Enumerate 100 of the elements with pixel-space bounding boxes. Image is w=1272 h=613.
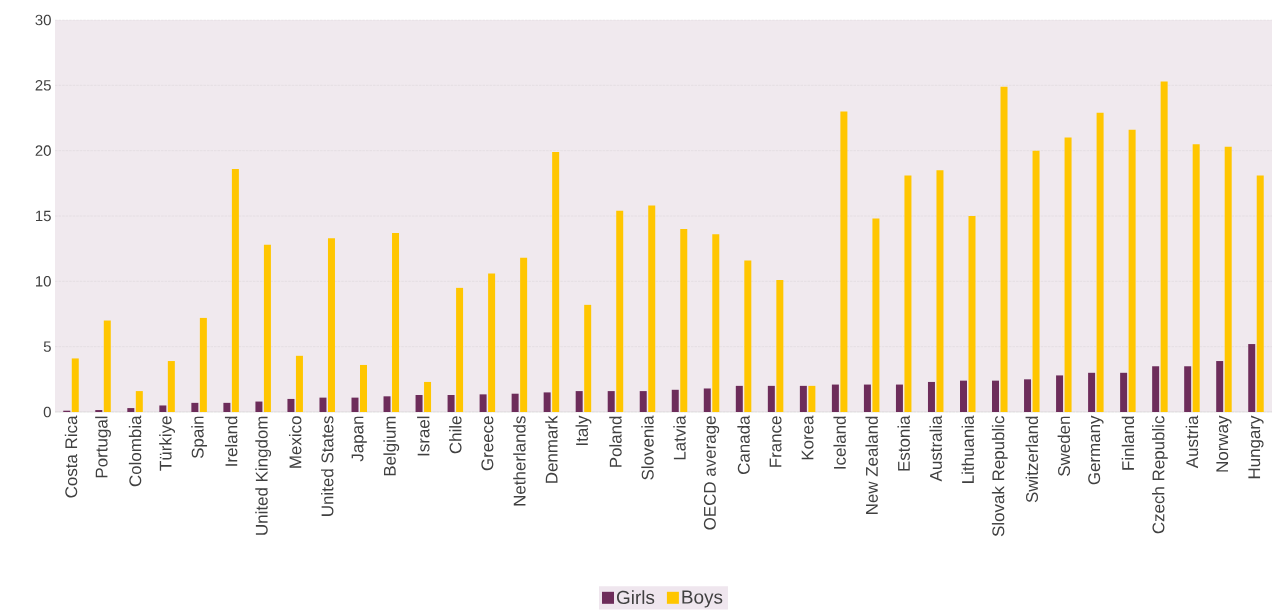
bar (863, 384, 871, 412)
x-tick-label: Latvia (673, 415, 686, 460)
x-tick-label: Netherlands (513, 416, 526, 506)
x-tick-label: France (769, 416, 782, 467)
x-tick-label: United Kingdom (255, 416, 272, 535)
x-tick-label: Norway (1216, 415, 1232, 472)
bar (1000, 86, 1008, 412)
bar (1128, 129, 1136, 412)
y-tick-label: 30 (35, 14, 51, 26)
bar (263, 244, 271, 412)
bar (575, 391, 583, 412)
bar (103, 320, 111, 412)
bar (392, 232, 400, 412)
x-tick-label: Australia (929, 415, 942, 482)
bar (872, 218, 880, 412)
bar (831, 384, 839, 412)
x-tick-label: OECD average (703, 416, 720, 530)
y-tick-label: 15 (36, 210, 51, 222)
bar (552, 151, 560, 412)
x-tick-label: Finland (1121, 416, 1135, 470)
bar (223, 402, 231, 412)
bar (383, 396, 391, 412)
x-tick-label: Ireland (224, 416, 238, 466)
bar (616, 210, 624, 412)
x-tick-label: Germany (1088, 415, 1104, 485)
x-tick-label: Mexico (288, 416, 302, 468)
x-tick-label: Czech Republic (1152, 416, 1168, 534)
legend-label: Girls (616, 590, 655, 605)
x-tick-label: Canada (737, 415, 750, 474)
x-tick-label: Chile (449, 416, 462, 454)
bar (680, 229, 688, 412)
bar (1120, 372, 1128, 412)
bar (799, 385, 807, 412)
bar (1056, 375, 1064, 412)
bar (71, 358, 79, 412)
bar (744, 260, 752, 412)
x-tick-label: Lithuania (961, 415, 974, 483)
bar (520, 257, 528, 412)
bar (255, 401, 263, 412)
y-tick-label: 0 (43, 406, 51, 418)
bar (488, 273, 496, 412)
bar (584, 304, 592, 412)
x-tick-label: United States (321, 416, 334, 516)
bar (808, 385, 816, 412)
bar (424, 381, 432, 412)
bar (351, 397, 359, 412)
bar (607, 391, 615, 412)
bar (1096, 112, 1104, 412)
bar (703, 388, 711, 412)
x-tick-label: Sweden (1057, 416, 1071, 476)
x-tick-label: Austria (1185, 415, 1199, 469)
x-tick-label: Switzerland (1025, 416, 1039, 503)
bar (648, 205, 656, 412)
x-tick-label: Italy (575, 415, 592, 446)
x-tick-label: Belgium (383, 416, 400, 476)
y-tick-label: 10 (36, 276, 51, 287)
bar (671, 389, 679, 412)
y-tick-label: 5 (43, 341, 51, 352)
bar (840, 111, 848, 412)
bar (159, 405, 167, 412)
bar (447, 395, 455, 412)
x-tick-label: Portugal (95, 416, 111, 478)
x-tick-label: Greece (481, 416, 494, 471)
bar (767, 385, 775, 412)
bar (415, 395, 423, 412)
bar (231, 168, 239, 412)
bar (1184, 366, 1192, 412)
x-tick-label: Japan (351, 416, 367, 462)
bar (295, 355, 303, 412)
bar (936, 170, 944, 412)
bar (456, 287, 464, 412)
bar (992, 380, 1000, 412)
bar (511, 393, 519, 412)
bar (1224, 146, 1232, 412)
bar (927, 381, 935, 412)
bar (776, 280, 784, 412)
x-tick-label: New Zealand (865, 416, 878, 514)
bar (135, 391, 143, 412)
bar (1216, 361, 1224, 412)
bar (1152, 366, 1160, 412)
bar (327, 238, 335, 412)
x-tick-label: Spain (191, 416, 208, 459)
x-tick-label: Israel (417, 416, 430, 456)
bar (1192, 144, 1200, 412)
bar (1032, 150, 1040, 412)
bar (712, 234, 720, 412)
x-tick-label: Denmark (545, 415, 558, 483)
x-tick-label: Korea (801, 415, 814, 460)
y-tick-label: 20 (35, 145, 51, 156)
x-tick-label: Türkiye (159, 416, 175, 471)
bar (968, 216, 976, 412)
bar (319, 397, 327, 412)
x-tick-label: Iceland (833, 416, 846, 469)
bar (1256, 175, 1264, 412)
bar (895, 384, 903, 412)
bar (360, 364, 367, 412)
bar (1160, 81, 1168, 412)
bar (1088, 372, 1096, 412)
x-tick-label: Slovak Republic (991, 416, 1008, 537)
bar (735, 385, 743, 412)
